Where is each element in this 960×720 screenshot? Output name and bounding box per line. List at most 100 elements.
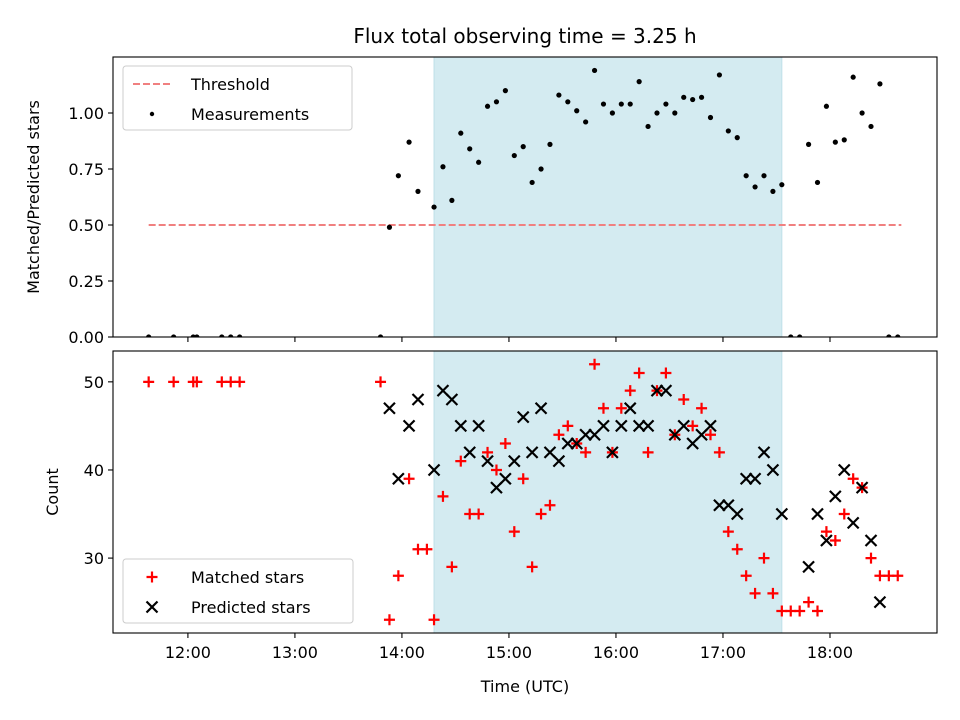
predicted-stars-point xyxy=(383,402,396,415)
measurements-point xyxy=(895,334,901,337)
measurements-point xyxy=(440,164,446,170)
predicted-stars-point xyxy=(516,410,530,424)
predicted-stars-point xyxy=(704,419,717,433)
matched-stars-point xyxy=(696,402,708,414)
y-tick-label: 0.75 xyxy=(68,160,104,179)
x-tick-label: 16:00 xyxy=(593,643,639,662)
predicted-stars-point xyxy=(873,595,887,609)
measurements-point xyxy=(654,110,660,116)
measurements-point xyxy=(484,103,491,109)
matched-stars-point xyxy=(740,570,752,582)
matched-stars-point xyxy=(517,473,529,485)
measurements-point xyxy=(859,110,865,116)
matched-stars-point xyxy=(580,446,592,458)
predicted-stars-point xyxy=(632,419,646,433)
predicted-stars-point xyxy=(623,402,637,415)
predicted-stars-point xyxy=(829,490,842,503)
measurements-point xyxy=(565,99,571,105)
measurements-point xyxy=(823,103,830,109)
observing-time-span xyxy=(433,56,783,338)
matched-stars-point xyxy=(687,420,699,432)
matched-stars-point xyxy=(589,358,601,370)
matched-stars-point xyxy=(421,543,433,555)
measurements-point xyxy=(556,92,562,98)
measurements-point xyxy=(146,334,152,337)
measurements-point xyxy=(886,334,892,337)
matched-stars-point xyxy=(838,508,850,520)
measurements-point xyxy=(600,101,607,107)
matched-stars-point xyxy=(562,420,574,432)
predicted-stars-point xyxy=(864,534,878,547)
measurements-point xyxy=(672,110,678,116)
measurements-point xyxy=(797,334,803,337)
measurements-point xyxy=(583,119,589,125)
measurements-point xyxy=(609,110,615,116)
y-tick-label: 1.00 xyxy=(68,104,104,123)
predicted-stars-point xyxy=(411,393,425,406)
measurements-point xyxy=(734,135,740,141)
measurements-point xyxy=(627,101,633,107)
predicted-stars-point xyxy=(730,507,744,521)
matched-stars-point xyxy=(713,446,725,458)
predicted-stars-point xyxy=(811,507,824,521)
x-tick-label: 13:00 xyxy=(272,643,318,662)
matched-stars-point xyxy=(437,490,449,502)
matched-stars-point xyxy=(660,367,672,379)
matched-stars-point xyxy=(812,605,824,617)
y-tick-label: 50 xyxy=(84,373,104,392)
measurements-point xyxy=(458,130,464,136)
matched-stars-point xyxy=(535,508,547,520)
measurements-point xyxy=(547,141,553,147)
predicted-stars-point xyxy=(739,472,753,486)
measurements-point xyxy=(690,96,696,103)
predicted-stars-point xyxy=(775,507,789,521)
predicted-stars-point xyxy=(748,472,762,486)
predicted-stars-point xyxy=(766,463,780,477)
measurements-point xyxy=(698,94,705,100)
measurements-point xyxy=(449,197,455,203)
matched-stars-point xyxy=(455,455,467,467)
measurements-point xyxy=(618,101,624,107)
matched-stars-point xyxy=(383,614,395,626)
matched-stars-point xyxy=(392,570,404,582)
predicted-stars-point xyxy=(820,534,833,547)
matched-stars-point xyxy=(624,385,636,397)
matched-stars-point xyxy=(829,534,841,546)
legend-matched-stars-label: Matched stars xyxy=(191,568,304,587)
matched-stars-point xyxy=(615,402,627,414)
measurements-point xyxy=(752,184,758,190)
legend-measurements-swatch xyxy=(149,111,155,117)
predicted-stars-point xyxy=(445,393,459,406)
measurements-point xyxy=(770,188,776,194)
axes-frame xyxy=(112,56,938,338)
predicted-stars-point xyxy=(606,446,619,459)
measurements-point xyxy=(868,123,874,130)
measurements-point xyxy=(493,99,500,105)
matched-stars-point xyxy=(892,570,904,582)
legend-measurements-label: Measurements xyxy=(191,105,309,124)
bottom-panel-counts: 30 40 50 12:00 13:00 14:00 15:00 16:00 17:00 18:0… xyxy=(84,350,938,662)
legend-predicted-stars-swatch xyxy=(145,600,159,614)
y-tick-label: 30 xyxy=(84,549,104,568)
legend-predicted-stars-label: Predicted stars xyxy=(191,598,311,617)
bottom-y-axis-label: Count xyxy=(43,468,62,516)
top-panel-ratio: 0.00 0.25 0.50 0.75 1.00 Threshold Measurement… xyxy=(68,56,938,347)
measurements-point xyxy=(779,182,785,188)
matched-stars-point xyxy=(767,587,779,599)
measurements-point xyxy=(850,74,856,80)
matched-stars-point xyxy=(704,429,716,441)
observing-time-span xyxy=(433,350,783,634)
predicted-stars-point xyxy=(802,560,815,574)
measurements-point xyxy=(406,139,412,145)
predicted-stars-point xyxy=(579,428,592,441)
measurements-point xyxy=(395,173,401,179)
matched-stars-point xyxy=(731,543,743,555)
matched-stars-point xyxy=(168,376,180,388)
measurements-point xyxy=(219,334,225,337)
matched-stars-point xyxy=(446,561,458,573)
matched-stars-point xyxy=(678,393,690,405)
matched-stars-point xyxy=(490,464,502,476)
matched-stars-point xyxy=(642,446,654,458)
measurements-point xyxy=(877,81,883,87)
